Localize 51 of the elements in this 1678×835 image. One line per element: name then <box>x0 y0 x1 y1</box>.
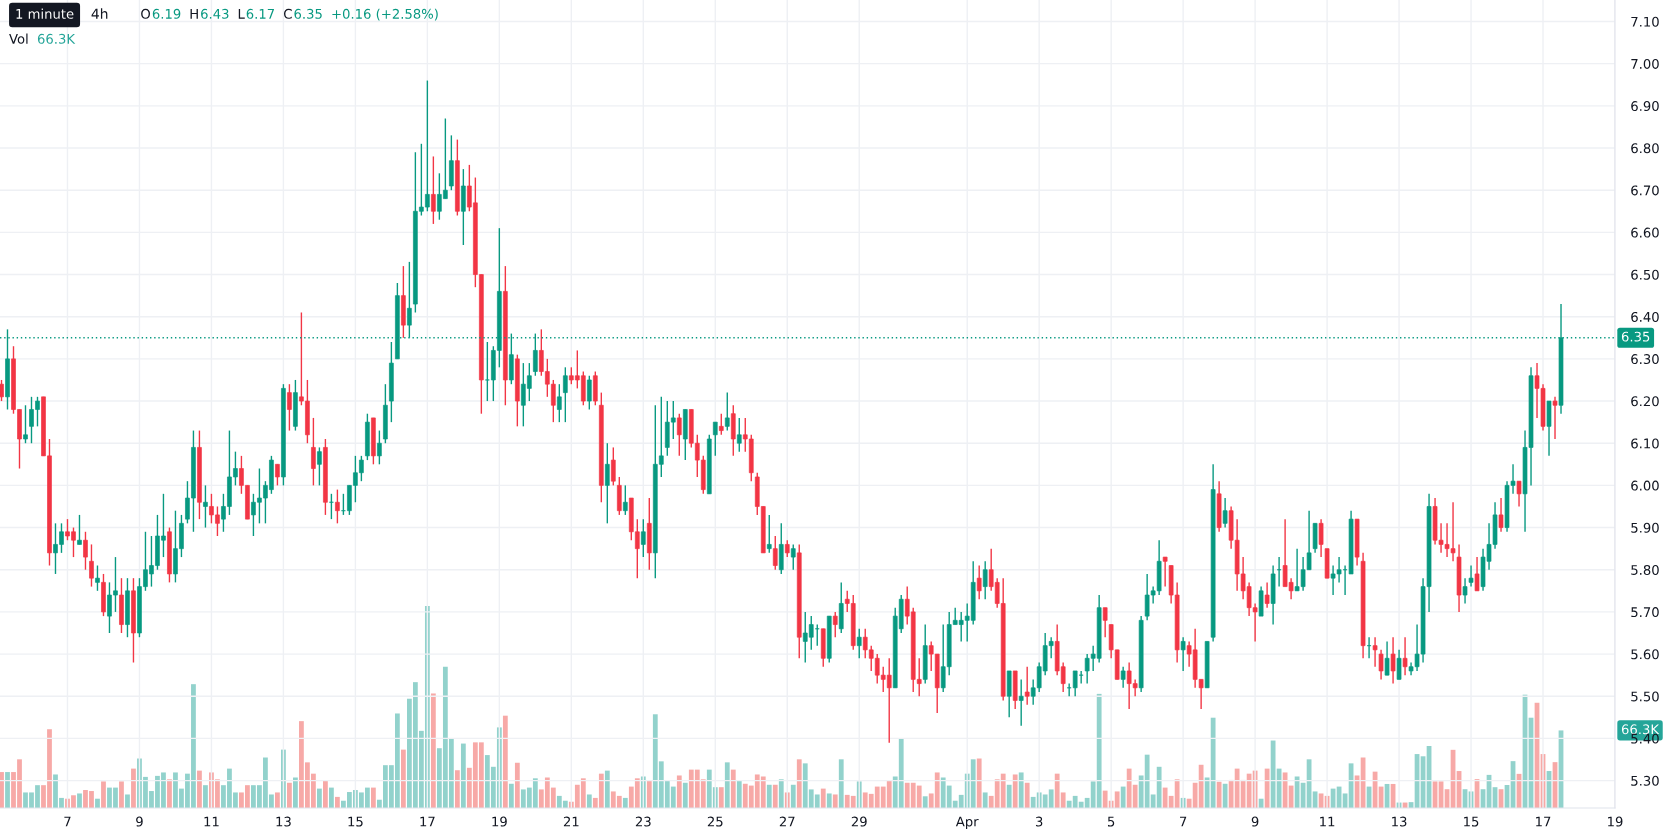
x-tick-label: 13 <box>276 816 291 827</box>
x-tick-label: 17 <box>1536 816 1551 827</box>
y-tick-label: 5.50 <box>1631 691 1659 702</box>
x-tick-label: 19 <box>1608 816 1623 827</box>
x-tick-label: 25 <box>707 816 723 827</box>
x-tick-label: 7 <box>1180 816 1187 827</box>
annotation: C6.35 <box>283 8 322 19</box>
text: 66.3K <box>1621 724 1660 735</box>
x-tick-label: 23 <box>635 816 651 827</box>
x-tick-label: 3 <box>1035 816 1043 827</box>
x-tick-label: 21 <box>563 816 579 827</box>
y-tick-label: 6.60 <box>1631 227 1659 238</box>
x-tick-label: 9 <box>136 816 143 827</box>
x-tick-label: 29 <box>851 816 867 827</box>
annotation: +0.16 (+2.58%) <box>332 8 438 21</box>
y-tick-label: 7.00 <box>1631 58 1659 69</box>
x-tick-label: 11 <box>1320 816 1335 827</box>
y-tick-label: 5.30 <box>1631 775 1659 786</box>
x-tick-label: 15 <box>348 816 363 827</box>
x-tick-label: Apr <box>955 816 979 830</box>
x-tick-label: 15 <box>1464 816 1479 827</box>
x-tick-label: 5 <box>1107 816 1115 827</box>
annotation: 66.3K <box>37 33 76 44</box>
x-tick-label: 13 <box>1392 816 1407 827</box>
annotation: O6.19 <box>141 8 181 19</box>
y-tick-label: 6.20 <box>1631 396 1659 407</box>
x-tick-label: 11 <box>204 816 219 827</box>
y-tick-label: 6.70 <box>1631 185 1659 196</box>
y-tick-label: 6.40 <box>1631 311 1659 322</box>
chart-title: Vol <box>9 33 28 44</box>
x-tick-label: 9 <box>1251 816 1259 827</box>
y-tick-label: 7.10 <box>1631 16 1659 27</box>
x-tick-label: 27 <box>779 816 795 827</box>
y-tick-label: 6.00 <box>1631 480 1659 491</box>
y-tick-label: 6.10 <box>1631 438 1659 449</box>
x-tick-label: 7 <box>64 816 71 827</box>
y-tick-label: 5.90 <box>1631 522 1659 533</box>
ref-line-label: 6.35 <box>1621 331 1650 342</box>
y-tick-label: 6.50 <box>1631 269 1659 280</box>
y-tick-label: 6.30 <box>1631 354 1659 365</box>
annotation: H6.43 <box>190 8 229 19</box>
y-tick-label: 5.70 <box>1631 607 1659 618</box>
x-tick-label: 19 <box>492 816 507 827</box>
y-tick-label: 6.90 <box>1631 101 1659 112</box>
y-tick-label: 5.60 <box>1631 649 1659 660</box>
y-tick-label: 5.80 <box>1631 564 1659 575</box>
annotation: L6.17 <box>238 8 274 19</box>
annotation: 1 minute <box>16 8 74 19</box>
y-tick-label: 6.80 <box>1631 143 1659 154</box>
x-tick-label: 17 <box>420 816 435 827</box>
chart-title: 4h <box>91 8 108 19</box>
